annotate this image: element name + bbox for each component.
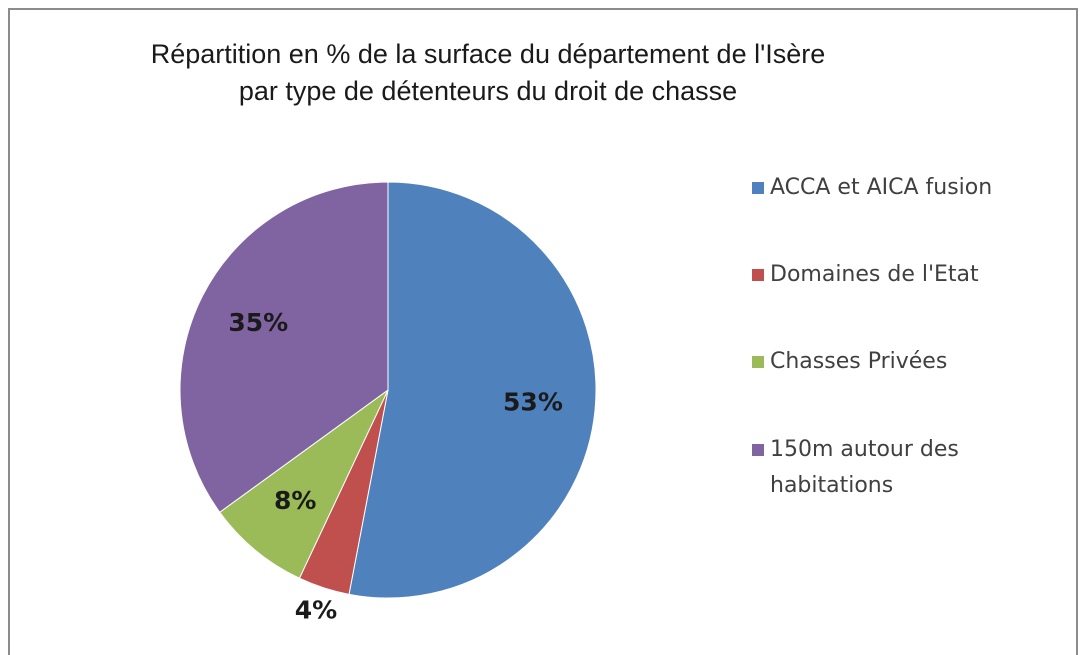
pie-slice <box>219 389 389 579</box>
legend-label: 150m autour des habitations <box>770 437 959 498</box>
data-label: 35% <box>228 308 288 337</box>
pie-slice <box>348 181 597 599</box>
pie-slice <box>179 181 389 513</box>
data-label: 4% <box>295 596 337 625</box>
data-label: 8% <box>274 486 316 515</box>
chart-border <box>8 8 1078 655</box>
legend-swatch <box>752 356 764 368</box>
legend-swatch <box>752 444 764 456</box>
legend-swatch <box>752 269 764 281</box>
legend-label: ACCA et AICA fusion <box>770 175 993 200</box>
data-label: 53% <box>503 388 563 417</box>
legend-label: Chasses Privées <box>770 349 948 374</box>
legend-swatch <box>752 182 764 194</box>
chart-title: Répartition en % de la surface du départ… <box>150 39 826 106</box>
legend-label: Domaines de l'Etat <box>770 262 979 287</box>
